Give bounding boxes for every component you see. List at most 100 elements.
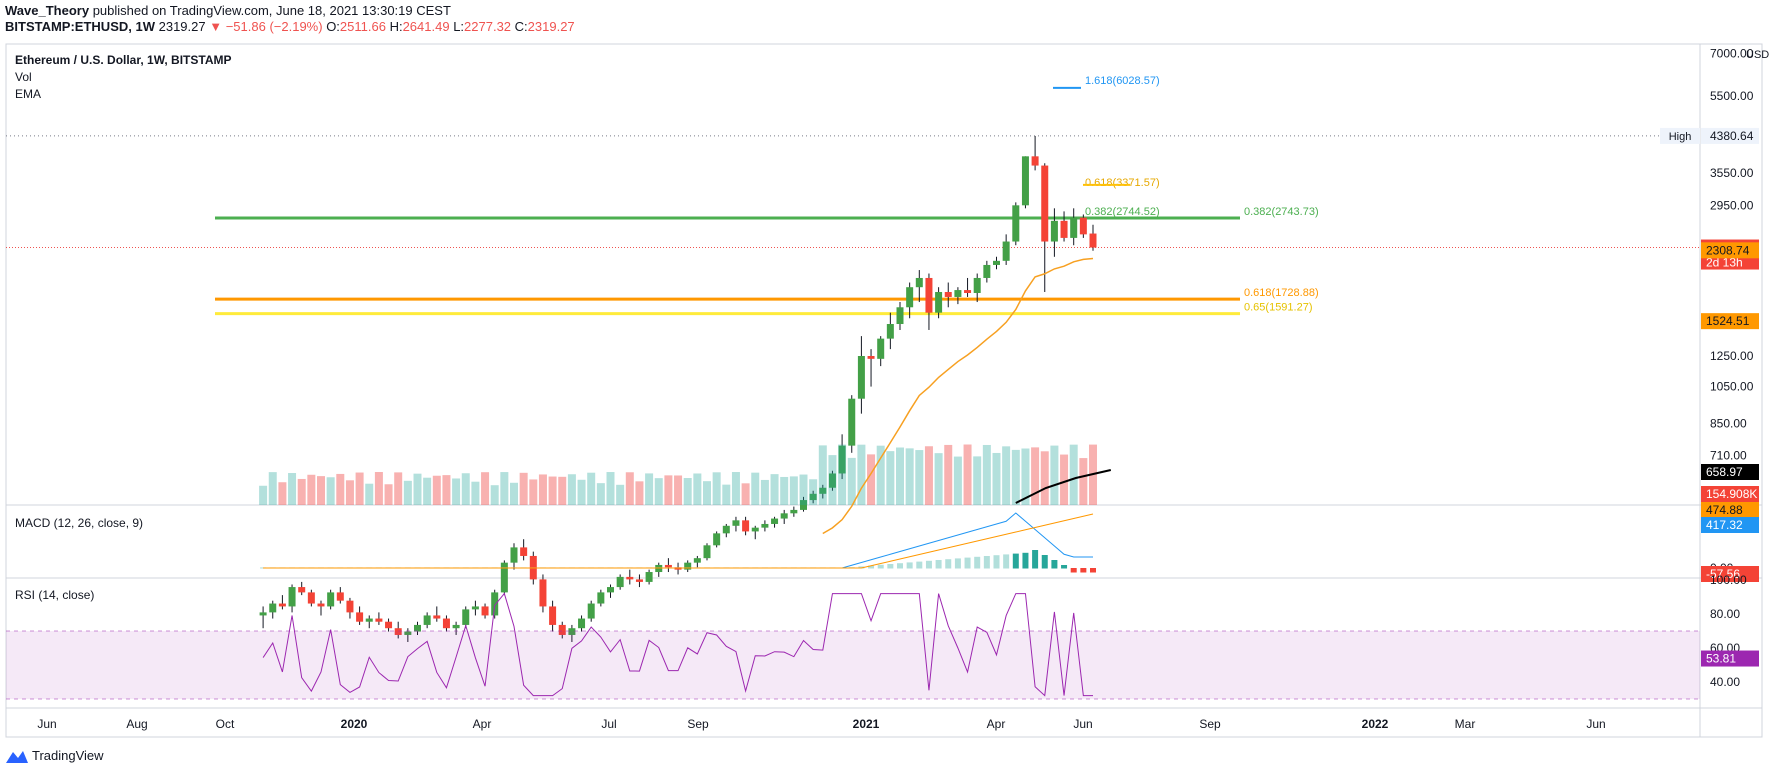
volume-bar — [693, 473, 702, 505]
countdown-label: 2d 13h — [1706, 256, 1743, 270]
volume-bar — [423, 477, 432, 505]
volume-bar — [924, 446, 933, 505]
macd-pane-label[interactable]: MACD (12, 26, close, 9) — [15, 516, 144, 530]
rsi-last-badge: 53.81 — [1706, 652, 1736, 666]
volume-bar — [616, 484, 625, 505]
tradingview-logo-icon — [6, 750, 28, 763]
candle-body — [954, 290, 962, 297]
macd-histogram-bar — [1051, 560, 1058, 569]
author-name[interactable]: Wave_Theory — [5, 3, 90, 18]
prev-close-badge-bg — [1701, 242, 1759, 259]
legend-ema[interactable]: EMA — [15, 87, 42, 101]
time-axis-label: Apr — [987, 717, 1006, 731]
open-value: 2511.66 — [339, 19, 386, 34]
volume-bar — [432, 475, 441, 505]
candle-body — [317, 603, 325, 607]
price-tick-label: 850.00 — [1710, 417, 1747, 431]
candle-body — [1031, 156, 1039, 166]
volume-bar — [654, 478, 663, 505]
volume-bar — [934, 453, 943, 505]
candle-body — [1041, 165, 1049, 242]
candle-body — [906, 287, 914, 308]
volume-bar — [1011, 449, 1020, 505]
volume-bar — [1031, 447, 1040, 505]
volume-bar — [760, 479, 769, 505]
candle-body — [549, 606, 557, 625]
price-tick-label: 7000.00 — [1710, 47, 1754, 61]
macd-histogram-bar — [983, 556, 990, 569]
volume-bar — [722, 484, 731, 505]
macd-value-badge-bg — [1701, 517, 1759, 533]
header-line-2: BITSTAMP:ETHUSD, 1W 2319.27 ▼ −51.86 (−2… — [5, 19, 575, 34]
candle-body — [761, 523, 769, 528]
volume-bar — [635, 481, 644, 505]
legend-vol[interactable]: Vol — [15, 70, 32, 84]
volume-bar — [278, 482, 287, 505]
volume-bar — [326, 477, 335, 505]
fib-label-0618: 0.618(3371.57) — [1085, 177, 1160, 189]
high-value: 2641.49 — [402, 19, 450, 34]
volume-bar — [741, 483, 750, 505]
candle-body — [375, 618, 383, 622]
candle-body — [973, 277, 981, 293]
rsi-line — [262, 592, 1093, 697]
open-label: O: — [326, 19, 340, 34]
volume-bar — [384, 484, 393, 505]
last-price-text: 2319.27 — [158, 19, 206, 34]
brand-text: TradingView — [32, 748, 104, 763]
volume-bar — [336, 473, 345, 505]
rsi-pane-label[interactable]: RSI (14, close) — [15, 588, 95, 602]
candle-body — [635, 579, 643, 582]
candle-body — [520, 547, 528, 556]
candle-body — [491, 592, 499, 616]
time-axis-label: Jun — [1586, 717, 1605, 731]
volume-bar — [789, 476, 798, 505]
candle-body — [607, 587, 614, 593]
candle-body — [1012, 205, 1020, 242]
candle-body — [964, 290, 972, 293]
candle-body — [365, 618, 373, 622]
price-tick-label: 2950.00 — [1710, 198, 1754, 212]
candle-body — [578, 618, 586, 629]
volume-bar — [625, 472, 634, 505]
ema-badge-bg — [1701, 313, 1759, 330]
candle-body — [587, 603, 595, 619]
high-price-bg — [1701, 127, 1759, 144]
volume-bar — [886, 451, 895, 505]
volume-bar — [365, 483, 374, 505]
candle-body — [848, 398, 856, 446]
volume-bar — [268, 472, 277, 505]
macd-histogram-bar — [935, 560, 942, 569]
time-axis-label: 2021 — [853, 717, 880, 731]
volume-bar — [664, 475, 673, 505]
volume-bar — [674, 475, 683, 505]
candle-body — [993, 260, 1000, 265]
volume-bar — [1060, 454, 1069, 505]
candle-body — [1089, 233, 1097, 248]
fib-level-label: 0.382(2743.73) — [1244, 206, 1319, 218]
candle-body — [693, 558, 701, 563]
rsi-tick-label: 80.00 — [1710, 607, 1740, 621]
macd-histogram-bar — [925, 560, 932, 569]
time-axis-label: Sep — [687, 717, 709, 731]
volume-bar — [992, 452, 1001, 505]
volume-bar — [963, 444, 972, 505]
volume-bar — [953, 456, 962, 505]
volume-bar — [345, 480, 354, 505]
candle-body — [819, 487, 827, 494]
volume-ma-badge: 658.97 — [1706, 465, 1743, 479]
candle-body — [597, 592, 605, 604]
candle-body — [500, 562, 508, 593]
candle-body — [452, 624, 460, 629]
volume-badge: 154.908K — [1706, 487, 1757, 501]
candle-body — [800, 500, 807, 510]
candle-body — [414, 624, 421, 632]
candle-body — [433, 615, 441, 619]
candle-body — [1079, 217, 1087, 235]
rsi-band — [6, 631, 1700, 699]
tradingview-brand[interactable]: TradingView — [6, 748, 104, 763]
high-marker-label: High — [1669, 131, 1692, 143]
candle-body — [336, 592, 344, 601]
volume-bar — [461, 473, 470, 505]
